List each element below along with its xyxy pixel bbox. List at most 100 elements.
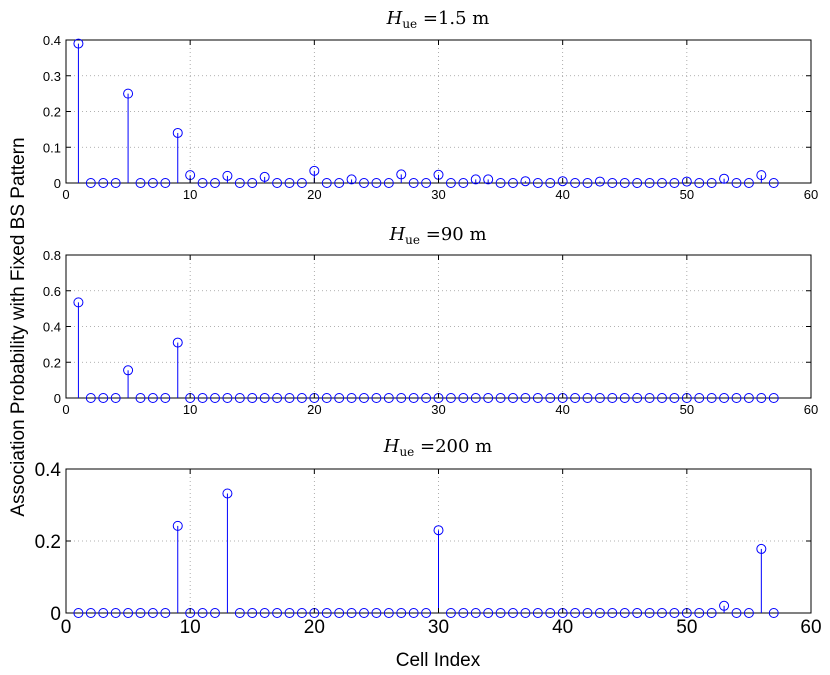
- stem-marker: [147, 393, 158, 403]
- stem-marker: [222, 488, 233, 499]
- stem-marker: [135, 393, 146, 403]
- stem-marker: [594, 608, 605, 618]
- stem-marker: [272, 608, 283, 618]
- stem-marker: [743, 178, 754, 188]
- x-tick-label: 20: [307, 187, 321, 202]
- stem-marker: [359, 178, 369, 188]
- stem-marker: [520, 176, 531, 187]
- subplot-1: Hue =1.5 m 0 10 20 30 40 50 60 0 0.1 0.2 0.3 0.4: [43, 8, 818, 202]
- stem-marker: [532, 608, 543, 618]
- x-tick-label: 60: [804, 187, 818, 202]
- stem-marker: [433, 525, 444, 536]
- stem-marker: [247, 178, 258, 188]
- stem-marker: [98, 393, 109, 403]
- stem-marker: [458, 608, 469, 618]
- x-tick-label: 0: [61, 617, 72, 638]
- x-tick-label: 20: [307, 402, 321, 417]
- subplot-3-title: Hue =200 m: [383, 436, 493, 459]
- stem-marker: [197, 608, 208, 618]
- stem-marker: [594, 393, 605, 403]
- y-tick-label: 0.3: [43, 69, 61, 84]
- grid-2: [66, 255, 811, 398]
- stem-marker: [508, 608, 518, 618]
- stem-marker: [110, 393, 121, 403]
- grid-1: [66, 40, 811, 183]
- stem-marker: [160, 608, 171, 618]
- subplot-2-title: Hue =90 m: [388, 224, 486, 247]
- stem-marker: [284, 608, 295, 618]
- stem-marker: [483, 608, 494, 618]
- stem-marker: [768, 178, 779, 188]
- stem-marker: [756, 543, 767, 554]
- stem-marker: [421, 393, 432, 403]
- stem-marker: [259, 171, 270, 182]
- stem-marker: [85, 178, 96, 188]
- x-ticks-3: 0 10 20 30 40 50 60: [61, 469, 822, 638]
- stem-marker: [321, 608, 332, 618]
- stem-marker: [607, 393, 618, 403]
- stem-marker: [98, 608, 109, 618]
- stem-marker: [619, 393, 630, 403]
- stem-marker: [222, 393, 233, 403]
- stem-marker: [520, 393, 531, 403]
- stem-marker: [371, 178, 382, 188]
- stem-marker: [694, 393, 705, 403]
- stem-marker: [669, 393, 680, 403]
- stem-marker: [557, 176, 568, 187]
- stem-marker: [445, 608, 456, 618]
- stem-marker: [359, 393, 369, 403]
- stem-marker: [743, 608, 754, 618]
- x-tick-label: 0: [62, 402, 69, 417]
- stem-marker: [731, 393, 742, 403]
- x-ticks-1: 0 10 20 30 40 50 60: [62, 40, 818, 202]
- stem-marker: [768, 608, 779, 618]
- y-tick-label: 0.4: [43, 320, 61, 335]
- stem-marker: [234, 608, 245, 618]
- y-tick-label: 0.4: [43, 33, 61, 48]
- y-ticks-2: 0 0.2 0.4 0.6 0.8: [43, 248, 811, 406]
- stem-marker: [756, 170, 767, 181]
- x-tick-label: 30: [431, 187, 445, 202]
- stem-marker: [743, 393, 754, 403]
- y-tick-label: 0.2: [35, 532, 61, 553]
- stem-marker: [607, 178, 618, 188]
- stem-marker: [669, 608, 680, 618]
- stem-marker: [396, 608, 407, 618]
- stem-marker: [234, 178, 245, 188]
- stem-marker: [234, 393, 245, 403]
- stem-marker: [706, 393, 717, 403]
- subplot-1-title: Hue =1.5 m: [386, 8, 490, 31]
- stem-marker: [383, 608, 394, 618]
- stem-marker: [147, 608, 158, 618]
- x-tick-label: 0: [62, 187, 69, 202]
- y-tick-label: 0.8: [43, 248, 61, 263]
- stem-marker: [483, 174, 494, 185]
- stem-marker: [632, 178, 643, 188]
- stem-marker: [110, 608, 121, 618]
- stem-marker: [73, 608, 84, 618]
- y-ticks-1: 0 0.1 0.2 0.3 0.4: [43, 33, 811, 191]
- stem-marker: [346, 608, 357, 618]
- stem-marker: [582, 608, 593, 618]
- stem-marker: [334, 178, 345, 188]
- stem-marker: [309, 165, 320, 176]
- x-tick-label: 60: [804, 402, 818, 417]
- stem-marker: [619, 178, 630, 188]
- stem-marker: [172, 520, 183, 531]
- stem-marker: [532, 178, 543, 188]
- stem-marker: [73, 38, 84, 49]
- x-tick-label: 10: [183, 187, 197, 202]
- stem-marker: [445, 393, 456, 403]
- stem-marker: [644, 178, 655, 188]
- stem-marker: [210, 608, 220, 618]
- stem-marker: [284, 178, 295, 188]
- stem-marker: [470, 174, 481, 185]
- stem-marker: [570, 393, 581, 403]
- x-tick-label: 30: [428, 617, 449, 638]
- stem-marker: [359, 608, 369, 618]
- stem-marker: [147, 178, 158, 188]
- stem-marker: [657, 608, 667, 618]
- stem-marker: [396, 393, 407, 403]
- stem-marker: [719, 173, 730, 184]
- stem-marker: [532, 393, 543, 403]
